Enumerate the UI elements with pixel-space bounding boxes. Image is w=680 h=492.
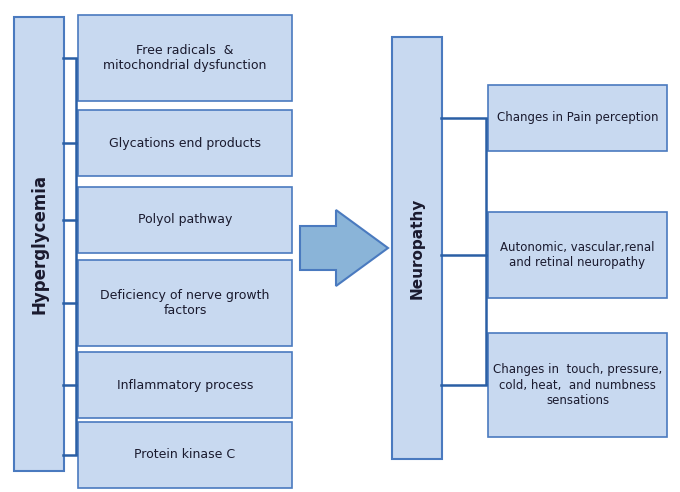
Polygon shape bbox=[300, 210, 388, 286]
Text: Protein kinase C: Protein kinase C bbox=[135, 449, 235, 461]
FancyBboxPatch shape bbox=[392, 37, 442, 459]
Text: Free radicals  &
mitochondrial dysfunction: Free radicals & mitochondrial dysfunctio… bbox=[103, 44, 267, 72]
Text: Hyperglycemia: Hyperglycemia bbox=[30, 174, 48, 314]
FancyBboxPatch shape bbox=[78, 110, 292, 176]
Text: Inflammatory process: Inflammatory process bbox=[117, 378, 253, 392]
FancyBboxPatch shape bbox=[488, 212, 667, 298]
FancyBboxPatch shape bbox=[488, 85, 667, 151]
FancyBboxPatch shape bbox=[488, 333, 667, 437]
FancyBboxPatch shape bbox=[78, 15, 292, 101]
FancyBboxPatch shape bbox=[78, 260, 292, 346]
Text: Autonomic, vascular,renal
and retinal neuropathy: Autonomic, vascular,renal and retinal ne… bbox=[500, 241, 655, 269]
FancyBboxPatch shape bbox=[14, 17, 64, 471]
Text: Deficiency of nerve growth
factors: Deficiency of nerve growth factors bbox=[101, 289, 270, 317]
Text: Changes in  touch, pressure,
cold, heat,  and numbness
sensations: Changes in touch, pressure, cold, heat, … bbox=[493, 364, 662, 406]
FancyBboxPatch shape bbox=[78, 422, 292, 488]
Text: Glycations end products: Glycations end products bbox=[109, 136, 261, 150]
Text: Neuropathy: Neuropathy bbox=[409, 197, 424, 299]
Text: Changes in Pain perception: Changes in Pain perception bbox=[497, 112, 658, 124]
Text: Polyol pathway: Polyol pathway bbox=[138, 214, 232, 226]
FancyBboxPatch shape bbox=[78, 187, 292, 253]
FancyBboxPatch shape bbox=[78, 352, 292, 418]
